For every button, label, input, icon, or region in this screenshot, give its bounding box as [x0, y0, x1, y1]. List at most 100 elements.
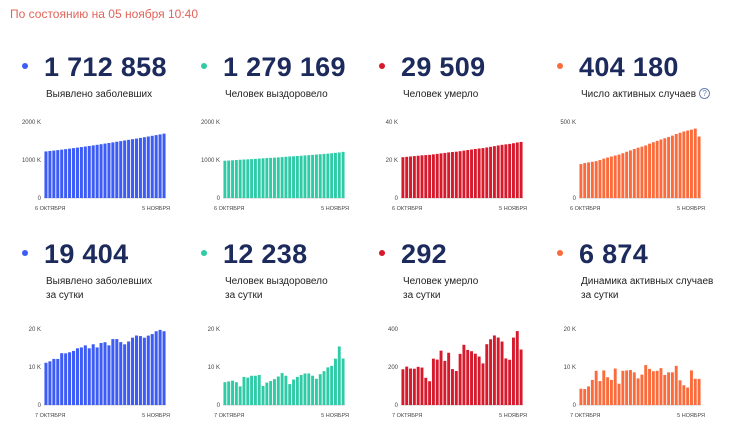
- chart-bar[interactable]: [341, 358, 345, 406]
- chart-bar[interactable]: [288, 156, 292, 199]
- chart-bar[interactable]: [431, 154, 435, 198]
- chart-bar[interactable]: [307, 373, 311, 405]
- chart-bar[interactable]: [246, 377, 250, 405]
- chart-bar[interactable]: [508, 143, 512, 198]
- chart-bar[interactable]: [648, 368, 651, 405]
- chart-bar[interactable]: [690, 129, 693, 198]
- chart-bar[interactable]: [439, 350, 443, 405]
- chart-bar[interactable]: [636, 147, 640, 198]
- chart-bar[interactable]: [295, 156, 299, 198]
- chart-bar[interactable]: [162, 133, 166, 198]
- chart-bar[interactable]: [625, 370, 629, 405]
- chart-bar[interactable]: [64, 149, 68, 198]
- chart-bar[interactable]: [95, 347, 99, 405]
- chart-bar[interactable]: [79, 347, 83, 405]
- chart-bar[interactable]: [451, 152, 454, 198]
- chart-bar[interactable]: [447, 152, 451, 198]
- chart-bar[interactable]: [667, 372, 671, 405]
- chart-bar[interactable]: [655, 370, 659, 405]
- chart-bar[interactable]: [127, 341, 131, 406]
- chart-bar[interactable]: [341, 151, 345, 198]
- chart-bar[interactable]: [420, 155, 424, 198]
- chart-bar[interactable]: [606, 157, 610, 198]
- chart-bar[interactable]: [223, 382, 227, 405]
- chart-bar[interactable]: [337, 346, 341, 405]
- chart-bar[interactable]: [138, 137, 142, 198]
- chart-bar[interactable]: [134, 335, 139, 405]
- chart-bar[interactable]: [60, 353, 64, 405]
- chart-bar[interactable]: [318, 154, 322, 198]
- chart-bar[interactable]: [686, 130, 690, 198]
- chart-bar[interactable]: [428, 381, 432, 405]
- chart-bar[interactable]: [590, 161, 594, 198]
- chart-bar[interactable]: [629, 370, 632, 405]
- chart-bar[interactable]: [227, 381, 231, 405]
- chart-bar[interactable]: [299, 374, 303, 405]
- chart-bar[interactable]: [401, 369, 405, 405]
- chart-bar[interactable]: [504, 358, 508, 405]
- chart-bar[interactable]: [435, 359, 439, 405]
- chart-bar[interactable]: [609, 156, 613, 198]
- chart-bar[interactable]: [579, 388, 583, 405]
- chart-bar[interactable]: [142, 137, 146, 198]
- chart-bar[interactable]: [473, 353, 477, 405]
- chart-bar[interactable]: [579, 164, 583, 198]
- chart-bar[interactable]: [75, 348, 79, 405]
- chart-bar[interactable]: [504, 144, 508, 198]
- chart-bar[interactable]: [667, 136, 671, 198]
- chart-bar[interactable]: [292, 379, 295, 405]
- chart-bar[interactable]: [640, 374, 644, 405]
- chart-bar[interactable]: [492, 146, 496, 198]
- chart-bar[interactable]: [485, 147, 489, 198]
- chart-bar[interactable]: [655, 140, 659, 198]
- chart-bar[interactable]: [115, 141, 119, 198]
- chart-bar[interactable]: [454, 151, 458, 198]
- chart-bar[interactable]: [119, 342, 123, 405]
- chart-bar[interactable]: [435, 153, 439, 198]
- chart-bar[interactable]: [280, 373, 284, 405]
- chart-bar[interactable]: [602, 370, 606, 405]
- chart-bar[interactable]: [625, 151, 629, 198]
- chart-bar[interactable]: [234, 160, 238, 198]
- chart-bar[interactable]: [253, 158, 257, 198]
- chart-bar[interactable]: [87, 145, 91, 198]
- chart-bar[interactable]: [594, 161, 598, 198]
- chart-bar[interactable]: [606, 377, 610, 405]
- chart-bar[interactable]: [632, 149, 636, 198]
- chart-bar[interactable]: [261, 386, 265, 405]
- chart-bar[interactable]: [131, 139, 135, 198]
- chart-bar[interactable]: [519, 141, 523, 198]
- chart-bar[interactable]: [250, 159, 254, 198]
- chart-bar[interactable]: [146, 335, 150, 405]
- chart-bar[interactable]: [670, 135, 674, 198]
- chart-bar[interactable]: [223, 160, 227, 198]
- chart-bar[interactable]: [253, 375, 257, 405]
- chart-bar[interactable]: [334, 152, 337, 198]
- chart-bar[interactable]: [123, 140, 127, 198]
- chart-bar[interactable]: [485, 344, 489, 405]
- chart-bar[interactable]: [257, 374, 261, 405]
- chart-bar[interactable]: [326, 367, 330, 405]
- chart-bar[interactable]: [690, 370, 693, 405]
- chart-bar[interactable]: [103, 342, 107, 405]
- chart-bar[interactable]: [265, 158, 269, 198]
- chart-bar[interactable]: [636, 378, 640, 405]
- chart-bar[interactable]: [307, 155, 311, 198]
- chart-bar[interactable]: [64, 353, 68, 405]
- chart-bar[interactable]: [234, 382, 238, 405]
- chart-bar[interactable]: [158, 329, 162, 405]
- chart-bar[interactable]: [431, 358, 435, 405]
- chart-bar[interactable]: [489, 146, 493, 198]
- chart-bar[interactable]: [640, 146, 644, 198]
- chart-bar[interactable]: [412, 368, 416, 405]
- chart-bar[interactable]: [288, 384, 292, 405]
- chart-bar[interactable]: [138, 336, 142, 405]
- chart-bar[interactable]: [68, 148, 72, 198]
- chart-bar[interactable]: [273, 379, 276, 405]
- chart-bar[interactable]: [322, 371, 326, 405]
- chart-bar[interactable]: [314, 154, 318, 198]
- chart-bar[interactable]: [334, 358, 337, 405]
- chart-bar[interactable]: [644, 365, 648, 405]
- chart-bar[interactable]: [276, 376, 280, 406]
- chart-bar[interactable]: [443, 152, 447, 198]
